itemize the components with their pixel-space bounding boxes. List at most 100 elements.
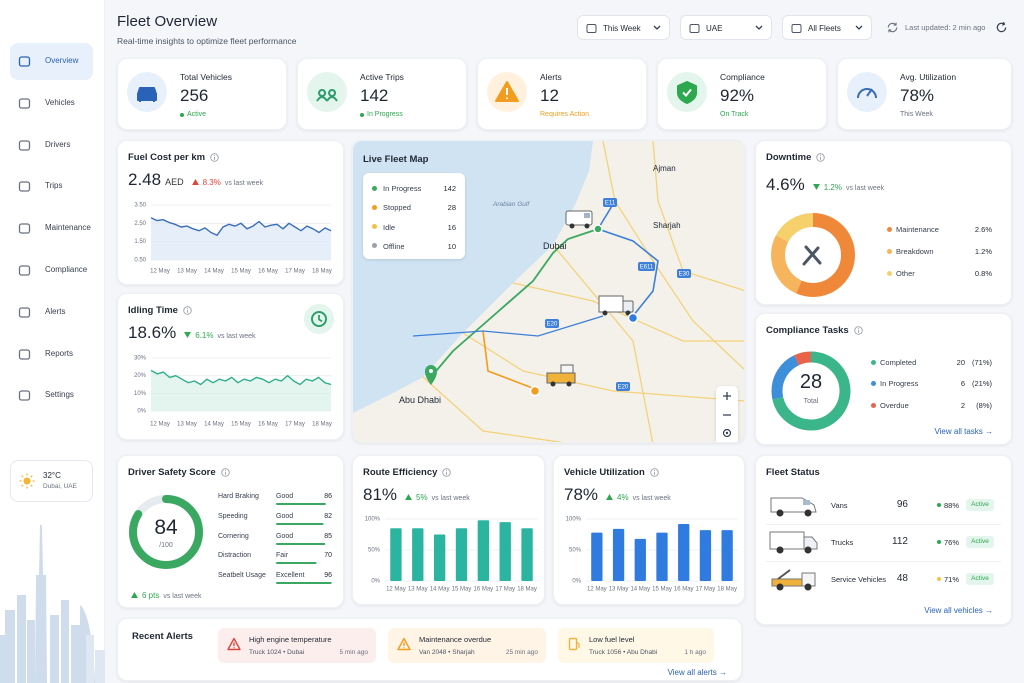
kpi-icon [847, 72, 887, 112]
kpi-card: Compliance 92% On Track [657, 58, 827, 130]
legend-label: Idle [383, 222, 396, 232]
filter-label: All Fleets [808, 23, 841, 33]
donut-segment [771, 213, 855, 297]
filter-dropdown[interactable]: This Week [577, 15, 670, 40]
icon-shape [689, 24, 700, 33]
kpi-label: Total Vehicles [180, 72, 232, 82]
bar [499, 522, 511, 581]
nav-label: Reports [45, 348, 74, 358]
icon-glyph [137, 87, 157, 102]
kpi-value: 92% [720, 86, 755, 105]
filter-icon [689, 24, 700, 33]
legend-percent: (8%) [976, 401, 992, 410]
card-title: Route Efficiency [363, 467, 438, 478]
nav-item[interactable]: Maintenance [10, 210, 93, 247]
vehicle-image [770, 497, 817, 517]
status-badge: Active [966, 499, 994, 511]
vehicle-image [769, 531, 818, 554]
sync-icon [887, 22, 898, 33]
fleet-status-card: Fleet Status View all vehicles → Vans 96 8… [755, 455, 1012, 625]
card-header: Fuel Cost per km [128, 152, 219, 163]
x-tick-label: 15 May [231, 422, 251, 428]
x-tick-label: 15 May [452, 587, 472, 593]
alert-item[interactable]: High engine temperature Truck 1024 • Duba… [218, 628, 376, 663]
place-label: Sharjah [653, 221, 681, 230]
view-all-vehicles[interactable]: View all vehicles → [924, 606, 993, 615]
clock-icon [304, 304, 334, 334]
card-header: Vehicle Utilization [564, 467, 659, 478]
donut-segment [771, 213, 855, 297]
legend-dot [887, 249, 892, 254]
filter-dropdown[interactable]: UAE [680, 15, 772, 40]
nav-label: Maintenance [45, 223, 91, 233]
card-title: Fuel Cost per km [128, 152, 206, 163]
vehicle-count: 96 [896, 499, 908, 510]
kpi-value: 78% [900, 86, 935, 105]
nav-icon [18, 265, 31, 276]
nav-item[interactable]: Alerts [10, 294, 93, 331]
status-dot [937, 577, 941, 581]
card-header: Driver Safety Score [128, 467, 230, 478]
nav-item[interactable]: Drivers [10, 127, 93, 164]
alert-title: High engine temperature [249, 635, 332, 644]
road-label: E20 [547, 322, 558, 328]
vehicle-type: Trucks [831, 538, 854, 547]
value-row: 18.6% 6.1% vs last week [128, 323, 256, 343]
view-all-alerts[interactable]: View all alerts → [667, 668, 727, 677]
line [150, 217, 332, 236]
y-tick-label: 30% [134, 356, 147, 362]
icon-shape [18, 181, 31, 193]
alert-item[interactable]: Maintenance overdue Van 2048 • Sharjah 25 … [388, 628, 546, 663]
legend-dot [871, 381, 876, 386]
nav-item[interactable]: Compliance [10, 252, 93, 289]
nav-item[interactable]: Vehicles [10, 85, 93, 122]
nav-item[interactable]: Overview [10, 43, 93, 80]
kpi-status: In Progress [367, 111, 403, 118]
nav-item[interactable]: Trips [10, 168, 93, 205]
compare: vs last week [845, 185, 885, 192]
metric-bar-track [276, 542, 326, 545]
kpi-label: Avg. Utilization [900, 72, 957, 82]
alert-icon [227, 637, 241, 651]
metric-bar-track [276, 582, 332, 585]
kpi-icon [487, 72, 527, 112]
x-tick-label: 18 May [312, 422, 332, 428]
refresh-button[interactable] [995, 21, 1008, 34]
wheel [776, 546, 784, 554]
card-title: Driver Safety Score [128, 467, 216, 478]
dot [180, 112, 184, 117]
legend-label: Breakdown [896, 247, 934, 256]
last-updated: Last updated: 2 min ago [905, 23, 986, 32]
nav-icon [18, 390, 31, 402]
filter-dropdown[interactable]: All Fleets [782, 15, 872, 40]
zoom-buttons[interactable] [716, 386, 738, 442]
legend-label: Stopped [383, 203, 411, 213]
legend-label: Overdue [880, 401, 909, 410]
safety-ring: 84/100 [129, 495, 203, 569]
info-icon [183, 306, 192, 315]
chevron-shape [855, 25, 863, 30]
vehicle-percent: 76% [943, 538, 959, 547]
chevron-shape [755, 25, 763, 30]
kpi-status-row: Active [180, 111, 206, 118]
x-tick-label: 14 May [430, 587, 450, 593]
idling-card: Idling Time 18.6% 6.1% vs last week 0% 10… [117, 293, 344, 440]
skyline [0, 525, 105, 683]
nav-item[interactable]: Reports [10, 336, 93, 373]
change: 6.1% [195, 331, 214, 340]
legend-percent: (71%) [971, 358, 992, 367]
x-tick-label: 17 May [495, 587, 515, 593]
card-title: Vehicle Utilization [564, 467, 645, 478]
nav-item[interactable]: Settings [10, 377, 93, 414]
legend-count: 16 [447, 222, 456, 232]
kpi-card: Total Vehicles 256 Active [117, 58, 287, 130]
kpi-status-row: This Week [900, 111, 933, 118]
dot [372, 243, 377, 249]
bar [455, 528, 468, 581]
dot [360, 112, 364, 117]
view-all-tasks[interactable]: View all tasks → [934, 427, 993, 436]
nav-icon [18, 181, 31, 193]
kpi-label: Alerts [540, 72, 562, 82]
vehicle-count: 112 [892, 536, 908, 547]
alert-item[interactable]: Low fuel level Truck 1056 • Abu Dhabi 1 h … [558, 628, 714, 663]
